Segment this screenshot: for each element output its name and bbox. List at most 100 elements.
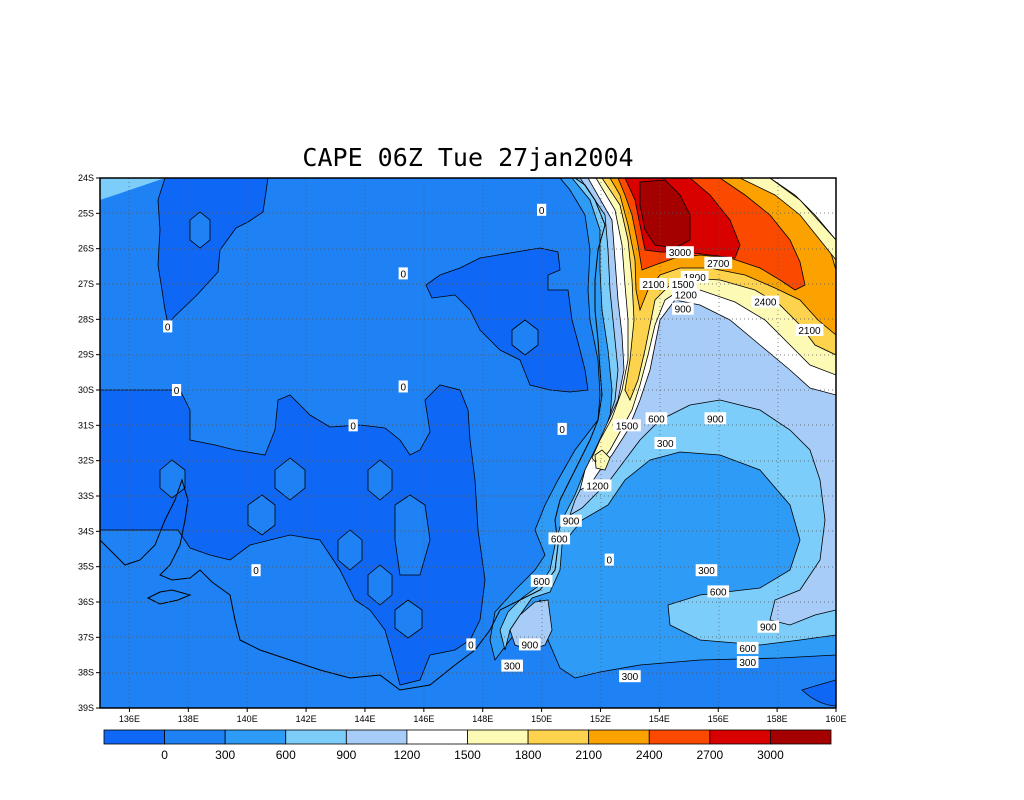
y-tick-label: 27S (78, 279, 94, 289)
contour-label: 0 (537, 203, 547, 217)
coastline-gulf (146, 589, 192, 605)
colorbar-swatch (709, 729, 771, 745)
colorbar-swatch (467, 729, 529, 745)
y-tick-label: 29S (78, 350, 94, 360)
contour-label-text: 0 (539, 206, 545, 217)
colorbar-swatch (345, 729, 408, 745)
y-tick-label: 37S (78, 632, 94, 642)
contour-label-text: 900 (563, 517, 580, 528)
contour-label: 600 (707, 585, 730, 598)
contour-label-text: 2100 (798, 326, 821, 337)
colorbar-swatch (648, 729, 711, 745)
contour-label: 600 (548, 532, 571, 545)
contour-label: 900 (672, 302, 694, 316)
y-tick-label: 35S (78, 562, 94, 572)
contour-label: 1200 (671, 288, 700, 302)
contour-label-text: 2100 (642, 280, 665, 291)
contour-label: 1200 (583, 479, 612, 492)
x-axis: 136E 138E 140E 142E 144E 146E 148E 150E 152E 154E… (119, 708, 847, 724)
colorbar-level-label: 1200 (394, 748, 421, 762)
contour-label-text: 300 (657, 439, 674, 450)
contour-label-text: 300 (622, 672, 639, 683)
contour-label-text: 300 (739, 658, 756, 669)
contour-label: 300 (501, 659, 523, 673)
chart-title: CAPE 06Z Tue 27jan2004 (302, 143, 633, 172)
contour-label-text: 2400 (754, 298, 777, 309)
contour-label: 0 (466, 638, 476, 651)
contour-label-text: 0 (468, 640, 474, 651)
contour-label-text: 600 (710, 587, 727, 598)
zero-holes (159, 211, 539, 639)
colorbar-swatch (224, 729, 287, 745)
colorbar: 0 300 600 900 1200 1500 1800 2100 2400 2700 3000 (103, 729, 832, 762)
contour-label: 2400 (751, 295, 780, 309)
contour-label-text: 0 (174, 386, 180, 397)
contour-label: 900 (704, 412, 727, 425)
contour-label: 0 (398, 267, 408, 280)
contour-label: 3000 (666, 246, 694, 259)
contour-label: 900 (757, 620, 780, 634)
y-tick-label: 36S (78, 597, 94, 607)
contour-label-text: 600 (739, 644, 756, 655)
plot-frame (99, 177, 837, 709)
region-top-right-white (769, 178, 836, 241)
contour-label-text: 3000 (669, 248, 692, 259)
colorbar-level-label: 1500 (454, 748, 481, 762)
contour-label: 0 (604, 553, 614, 567)
y-tick-label: 34S (78, 526, 94, 536)
colorbar-swatch (406, 729, 468, 745)
contour-label-text: 900 (707, 414, 724, 425)
y-tick-label: 24S (78, 173, 94, 183)
y-tick-label: 28S (78, 314, 94, 324)
contour-labels: 0000000000300027002100180015001200900240… (163, 203, 824, 683)
colorbar-level-label: 900 (336, 748, 356, 762)
contour-label-text: 2700 (707, 259, 730, 270)
contour-label-text: 600 (648, 414, 665, 425)
contour-label-text: 300 (698, 566, 715, 577)
contour-label: 1500 (613, 419, 641, 432)
contour-label-text: 1500 (672, 280, 695, 291)
x-tick-label: 144E (354, 714, 375, 724)
x-tick-label: 160E (825, 714, 846, 724)
colorbar-swatch (588, 729, 650, 745)
colorbar-swatch (770, 729, 832, 745)
y-tick-label: 33S (78, 491, 94, 501)
contour-label: 0 (348, 419, 358, 432)
contour-label-text: 0 (607, 556, 613, 567)
y-axis: 24S 25S 26S 27S 28S 29S 30S 31S 32S 33S 34S 35S 36S 3… (78, 173, 100, 713)
colorbar-level-label: 300 (215, 748, 235, 762)
contour-label: 0 (171, 384, 182, 397)
contour-label: 2100 (639, 278, 668, 291)
contour-label-text: 1200 (675, 291, 698, 302)
region-top-left-300 (100, 178, 165, 200)
contour-label-text: 900 (521, 640, 538, 651)
colorbar-level-label: 600 (276, 748, 296, 762)
x-tick-label: 146E (413, 714, 434, 724)
x-tick-label: 148E (472, 714, 493, 724)
contour-label: 1500 (669, 278, 697, 291)
colorbar-level-label: 2100 (575, 748, 602, 762)
y-tick-label: 32S (78, 456, 94, 466)
colorbar-level-label: 3000 (757, 748, 784, 762)
x-tick-label: 156E (708, 714, 729, 724)
contour-label-text: 900 (760, 623, 777, 634)
contour-label-text: 0 (559, 425, 565, 436)
colorbar-swatch (527, 729, 590, 745)
y-tick-label: 39S (78, 703, 94, 713)
contour-label: 2700 (704, 256, 733, 270)
region-above-3000 (639, 179, 691, 249)
contour-label: 600 (530, 574, 553, 588)
x-tick-label: 140E (237, 714, 258, 724)
contour-label: 0 (557, 422, 567, 436)
contour-label: 600 (645, 412, 668, 425)
contour-label-text: 1200 (586, 481, 609, 492)
y-tick-label: 31S (78, 420, 94, 430)
contour-label-text: 0 (165, 322, 171, 333)
contour-label: 0 (251, 564, 261, 577)
map-plot-area: 0000000000300027002100180015001200900240… (100, 178, 836, 708)
region-900-1200-south (509, 599, 553, 651)
contour-label-text: 1500 (616, 421, 639, 432)
x-tick-label: 142E (296, 714, 317, 724)
contour-label-text: 0 (253, 566, 259, 577)
